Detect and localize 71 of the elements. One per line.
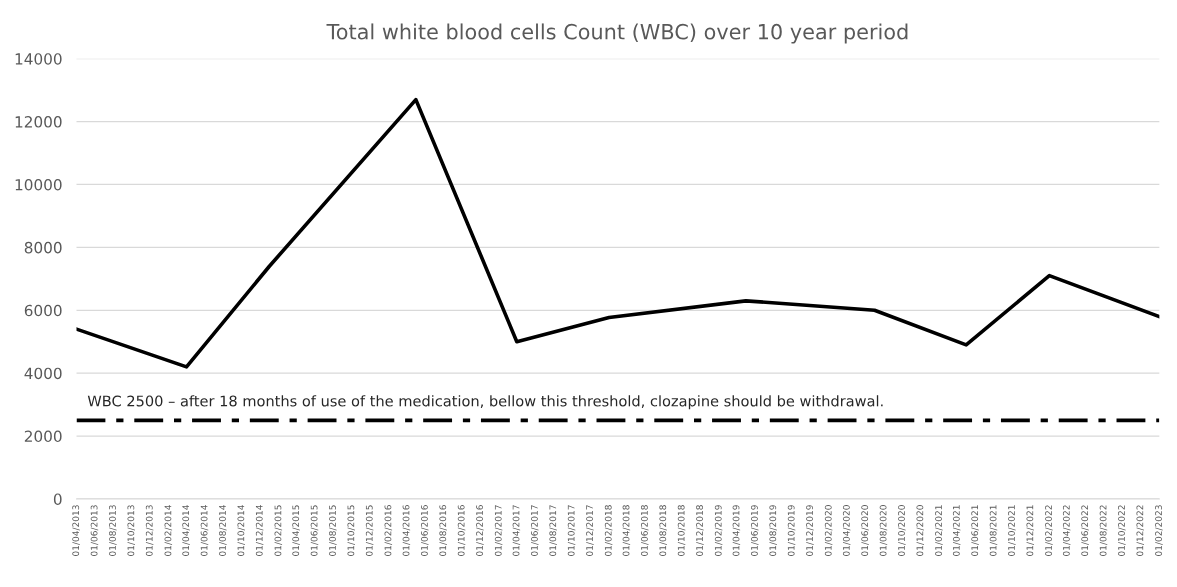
x-tick-label: 01/02/2023	[1155, 505, 1163, 556]
x-tick-label: 01/08/2017	[549, 505, 557, 556]
x-tick-label: 01/02/2015	[274, 505, 283, 556]
x-tick-label: 01/10/2015	[347, 505, 355, 556]
x-tick-label: 01/12/2022	[1136, 505, 1144, 556]
x-tick-label: 01/06/2020	[861, 505, 869, 556]
x-tick-label: 01/08/2014	[219, 505, 227, 556]
x-tick-label: 01/06/2016	[420, 505, 429, 556]
x-tick-label: 01/10/2022	[1118, 505, 1126, 556]
x-tick-label: 01/12/2015	[365, 505, 374, 556]
x-tick-label: 01/04/2022	[1062, 505, 1071, 556]
x-tick-label: 01/10/2018	[677, 505, 686, 556]
x-tick-label: 01/08/2020	[879, 505, 888, 556]
line-series	[76, 97, 1160, 369]
y-tick-label: 12000	[15, 116, 62, 128]
x-tick-label: 01/04/2014	[182, 505, 190, 556]
x-tick-label: 01/04/2020	[842, 505, 851, 556]
y-tick-label: 8000	[24, 241, 62, 254]
x-tick-label: 01/08/2015	[329, 505, 337, 556]
x-tick-label: 01/12/2019	[806, 505, 814, 556]
x-tick-label: 01/10/2021	[1008, 505, 1016, 556]
x-tick-label: 01/10/2017	[567, 505, 576, 556]
x-tick-label: 01/06/2019	[750, 505, 759, 556]
x-tick-label: 01/04/2017	[512, 505, 521, 556]
x-tick-label: 01/12/2021	[1026, 505, 1034, 556]
x-tick-label: 01/10/2016	[457, 505, 466, 556]
y-tick-label: 2000	[24, 430, 62, 443]
y-tick-label: 10000	[15, 178, 62, 191]
x-tick-label: 01/08/2021	[989, 505, 998, 556]
y-tick-label: 14000	[15, 53, 62, 65]
chart-title: Total white blood cells Count (WBC) over 10 year period	[326, 23, 908, 44]
x-tick-label: 01/04/2013	[72, 505, 80, 556]
x-tick-label: 01/08/2019	[769, 505, 777, 556]
x-tick-label: 01/10/2014	[237, 505, 245, 556]
x-tick-label: 01/02/2022	[1045, 505, 1053, 556]
x-tick-label: 01/10/2019	[787, 505, 796, 556]
x-tick-label: 01/10/2020	[898, 505, 906, 556]
y-tick-label: 0	[53, 493, 62, 505]
x-tick-label: 01/04/2021	[952, 505, 961, 556]
x-tick-label: 01/02/2018	[604, 505, 613, 556]
x-tick-label: 01/12/2016	[476, 505, 484, 556]
x-tick-label: 01/04/2016	[402, 505, 411, 556]
x-tick-label: 01/08/2016	[439, 505, 447, 556]
y-tick-label: 4000	[24, 367, 62, 380]
x-tick-label: 01/02/2021	[935, 505, 943, 556]
x-tick-label: 01/08/2022	[1099, 505, 1108, 556]
x-tick-label: 01/08/2013	[109, 505, 117, 556]
x-tick-label: 01/12/2018	[696, 505, 704, 556]
x-tick-label: 01/10/2013	[127, 505, 135, 556]
x-tick-label: 01/06/2017	[530, 505, 539, 556]
x-tick-label: 01/04/2015	[292, 505, 300, 556]
x-tick-label: 01/12/2020	[916, 505, 924, 556]
x-tick-label: 01/06/2021	[971, 505, 979, 556]
x-tick-label: 01/02/2016	[384, 505, 393, 556]
x-tick-label: 01/12/2017	[586, 505, 594, 556]
x-tick-label: 01/04/2018	[622, 505, 631, 556]
x-tick-label: 01/04/2019	[732, 505, 741, 556]
x-tick-label: 01/06/2015	[310, 505, 319, 556]
x-tick-label: 01/02/2019	[714, 505, 723, 556]
x-tick-label: 01/02/2020	[824, 505, 833, 556]
x-tick-label: 01/02/2017	[494, 505, 503, 556]
x-tick-label: 01/06/2018	[640, 505, 649, 556]
x-tick-label: 01/12/2014	[255, 505, 264, 556]
y-tick-label: 6000	[24, 304, 62, 317]
x-tick-label: 01/06/2013	[90, 505, 99, 556]
x-tick-label: 01/06/2022	[1081, 505, 1089, 556]
x-tick-label: 01/06/2014	[200, 505, 209, 556]
x-tick-label: 01/02/2014	[164, 505, 173, 556]
x-tick-label: 01/08/2018	[659, 505, 667, 556]
x-tick-label: 01/12/2013	[145, 505, 154, 556]
ref-line-label: WBC 2500 – after 18 months of use of the medication, bellow this threshold, clozapine should be withdrawal.	[87, 395, 883, 410]
